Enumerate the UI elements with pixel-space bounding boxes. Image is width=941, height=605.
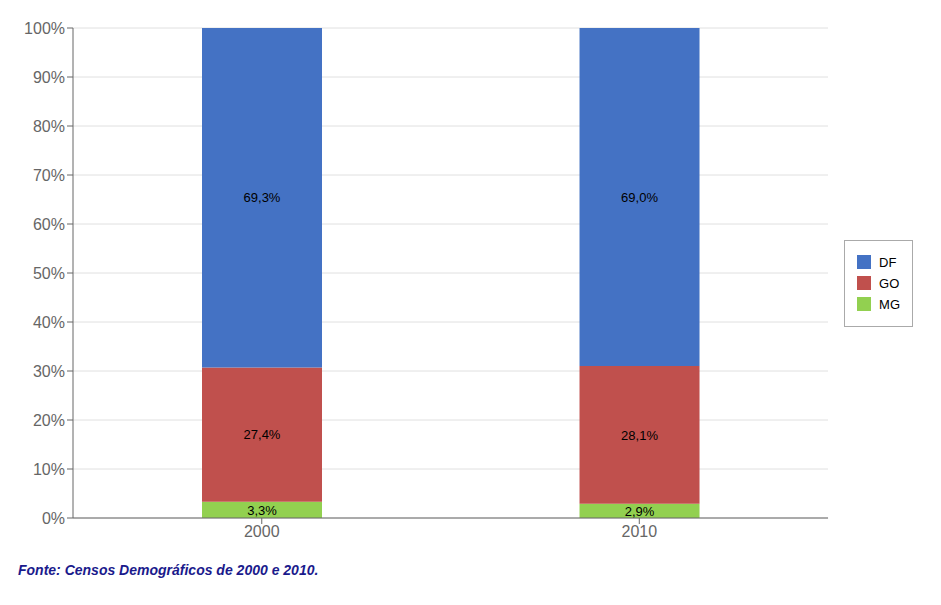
svg-text:3,3%: 3,3%: [247, 503, 277, 518]
svg-text:80%: 80%: [33, 118, 65, 135]
svg-text:2,9%: 2,9%: [625, 504, 655, 519]
svg-text:0%: 0%: [42, 510, 65, 527]
html-text:MG: MG: [879, 296, 900, 312]
html-text:Fonte: Censos Demográficos de: Fonte: Censos Demográficos de 2000 e 201…: [18, 562, 319, 578]
svg-text:30%: 30%: [33, 363, 65, 380]
svg-text:10%: 10%: [33, 461, 65, 478]
html-text:GO: GO: [879, 275, 900, 291]
svg-text:50%: 50%: [33, 265, 65, 282]
svg-text:69,3%: 69,3%: [244, 190, 281, 205]
svg-text:2010: 2010: [621, 523, 657, 540]
html-text:DF: DF: [879, 254, 897, 270]
svg-text:20%: 20%: [33, 412, 65, 429]
svg-text:69,0%: 69,0%: [621, 190, 658, 205]
svg-text:27,4%: 27,4%: [244, 427, 281, 442]
svg-text:100%: 100%: [24, 20, 65, 37]
svg-text:60%: 60%: [33, 216, 65, 233]
svg-text:70%: 70%: [33, 167, 65, 184]
svg-text:2000: 2000: [244, 523, 280, 540]
svg-text:28,1%: 28,1%: [621, 428, 658, 443]
svg-text:90%: 90%: [33, 69, 65, 86]
svg-text:40%: 40%: [33, 314, 65, 331]
